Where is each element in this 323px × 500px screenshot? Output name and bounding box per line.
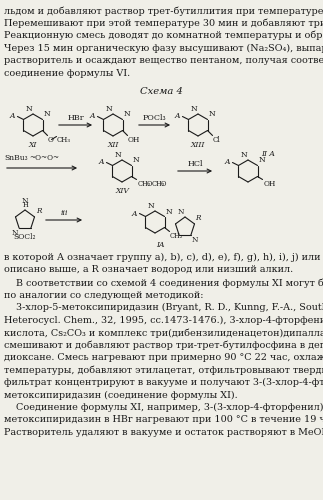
Text: 3-хлор-5-метоксипиридазин (Bryant, R. D., Kunng, F.-A., South, M. S,. J.: 3-хлор-5-метоксипиридазин (Bryant, R. D.… xyxy=(4,303,323,312)
Text: OH: OH xyxy=(128,136,140,144)
Text: O: O xyxy=(47,136,53,144)
Text: N: N xyxy=(123,110,130,118)
Text: A: A xyxy=(10,112,16,120)
Text: A: A xyxy=(132,210,138,218)
Text: диоксане. Смесь нагревают при примерно 90 °С 22 час, охлаждают до комнатной: диоксане. Смесь нагревают при примерно 9… xyxy=(4,353,323,362)
Text: CH₂: CH₂ xyxy=(138,180,151,188)
Text: A: A xyxy=(99,158,104,166)
Text: N: N xyxy=(132,156,139,164)
Text: N: N xyxy=(190,105,197,113)
Text: A: A xyxy=(175,112,181,120)
Text: R: R xyxy=(36,207,42,215)
Text: Растворитель удаляют в вакууме и остаток растворяют в MeOH. Мутный раствор: Растворитель удаляют в вакууме и остаток… xyxy=(4,428,323,437)
Text: N: N xyxy=(147,202,154,210)
Text: описано выше, а R означает водород или низший алкил.: описано выше, а R означает водород или н… xyxy=(4,266,293,274)
Text: Перемешивают при этой температуре 30 мин и добавляют триизопропилборат.: Перемешивают при этой температуре 30 мин… xyxy=(4,18,323,28)
Text: HCl: HCl xyxy=(187,160,203,168)
Text: XIV: XIV xyxy=(115,187,129,195)
Text: Соединение формулы XI, например, 3-(3-хлор-4-фторфенил)-5-: Соединение формулы XI, например, 3-(3-хл… xyxy=(4,403,323,412)
Text: O: O xyxy=(161,180,166,188)
Text: A: A xyxy=(90,112,96,120)
Text: SOCl₂: SOCl₂ xyxy=(14,233,36,241)
Text: A: A xyxy=(225,158,231,166)
Text: N: N xyxy=(44,110,50,118)
Text: SnBu₃: SnBu₃ xyxy=(4,154,28,162)
Text: льдом и добавляют раствор трет-бутиллития при температуре Т < -65 °С.: льдом и добавляют раствор трет-бутиллити… xyxy=(4,6,323,16)
Text: H: H xyxy=(22,201,28,209)
Text: кислота, Cs₂CO₃ и комплекс три(дибензилиденацетон)дипалладий – хлороформ: кислота, Cs₂CO₃ и комплекс три(дибензили… xyxy=(4,328,323,338)
Text: фильтрат концентрируют в вакууме и получают 3-(3-хлор-4-фторфенил)-5-: фильтрат концентрируют в вакууме и получ… xyxy=(4,378,323,387)
Text: N: N xyxy=(258,156,265,164)
Text: N: N xyxy=(114,151,121,159)
Text: N: N xyxy=(105,105,112,113)
Text: N: N xyxy=(240,151,247,159)
Text: CH₂: CH₂ xyxy=(151,180,165,188)
Text: метоксипиридазин (соединение формулы XI).: метоксипиридазин (соединение формулы XI)… xyxy=(4,390,238,400)
Text: IA: IA xyxy=(156,241,164,249)
Text: XIII: XIII xyxy=(191,141,205,149)
Text: N: N xyxy=(178,208,184,216)
Text: N: N xyxy=(209,110,215,118)
Text: N: N xyxy=(25,105,32,113)
Text: R: R xyxy=(195,214,201,222)
Text: N: N xyxy=(22,197,28,205)
Text: смешивают и добавляют раствор три-трет-бутилфосфина в дегазированном: смешивают и добавляют раствор три-трет-б… xyxy=(4,340,323,350)
Text: соединение формулы VI.: соединение формулы VI. xyxy=(4,68,130,78)
Text: Через 15 мин органическую фазу высушивают (Na₂SO₄), выпаривают: Через 15 мин органическую фазу высушиваю… xyxy=(4,44,323,52)
Text: N: N xyxy=(12,229,18,237)
Text: метоксипиридазин в HBr нагревают при 100 °С в течение 19 час под аргоном.: метоксипиридазин в HBr нагревают при 100… xyxy=(4,416,323,424)
Text: iii: iii xyxy=(60,209,68,217)
Text: POCl₃: POCl₃ xyxy=(143,114,166,122)
Text: XII: XII xyxy=(107,141,119,149)
Text: растворитель и осаждают вещество пентаном, получая соответствующее: растворитель и осаждают вещество пентано… xyxy=(4,56,323,65)
Text: температуры, добавляют этилацетат, отфильтровывают твердый осадок,: температуры, добавляют этилацетат, отфил… xyxy=(4,366,323,375)
Text: Heterocycl. Chem., 32, 1995, cc.1473-1476.), 3-хлор-4-фторфенилбороновая: Heterocycl. Chem., 32, 1995, cc.1473-147… xyxy=(4,316,323,325)
Text: по аналогии со следующей методикой:: по аналогии со следующей методикой: xyxy=(4,290,203,300)
Text: HBr: HBr xyxy=(67,114,84,122)
Text: II A: II A xyxy=(261,150,275,158)
Text: В соответствии со схемой 4 соединения формулы XI могут быть получены: В соответствии со схемой 4 соединения фо… xyxy=(4,278,323,287)
Text: Схема 4: Схема 4 xyxy=(140,87,182,96)
Text: ~O~O~: ~O~O~ xyxy=(29,154,59,162)
Text: OH: OH xyxy=(264,180,276,188)
Text: O: O xyxy=(147,180,152,188)
Text: Реакционную смесь доводят до комнатной температуры и обрабатывают HCl.: Реакционную смесь доводят до комнатной т… xyxy=(4,31,323,40)
Text: в которой А означает группу а), b), с), d), е), f), g), h), i), j) или k), как э: в которой А означает группу а), b), с), … xyxy=(4,253,323,262)
Text: XI: XI xyxy=(29,141,37,149)
Text: Cl: Cl xyxy=(213,136,220,144)
Text: N: N xyxy=(165,208,172,216)
Text: CH₃: CH₃ xyxy=(57,136,70,143)
Text: N: N xyxy=(192,236,198,244)
Text: CH₂: CH₂ xyxy=(170,232,183,240)
